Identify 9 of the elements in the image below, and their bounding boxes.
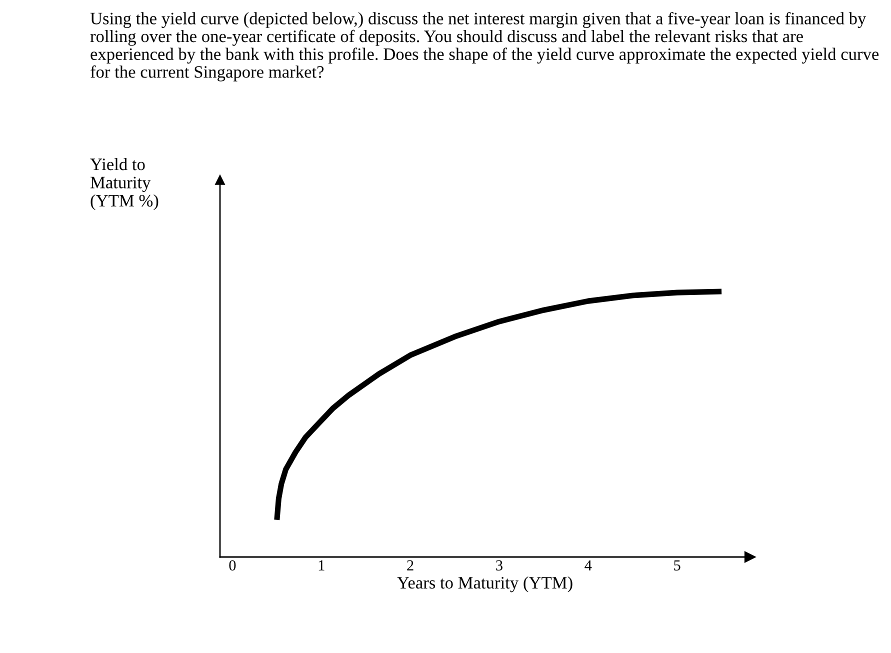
x-tick-label: 4 [584,560,592,570]
chart-title: Using the yield curve (depicted below,) discuss the net interest margin given that a five-year loan is financed by rolling over the one-year certificate of deposits. You should discuss and label the relevant risks that are experienced by the bank with this profile. Does the shape of the yield curve approximate the expected yield curve for the current Singapore market? [90,12,879,82]
x-tick-label: 0 [229,560,236,571]
x-tick-label: 5 [674,560,680,571]
x-tick-label: 2 [407,560,414,570]
x-tick-label: 3 [496,560,502,571]
x-tick-label: 1 [318,560,324,570]
x-axis-title: Years to Maturity (YTM) [397,576,572,592]
text: Yield to Maturity (YTM %) [90,158,158,210]
